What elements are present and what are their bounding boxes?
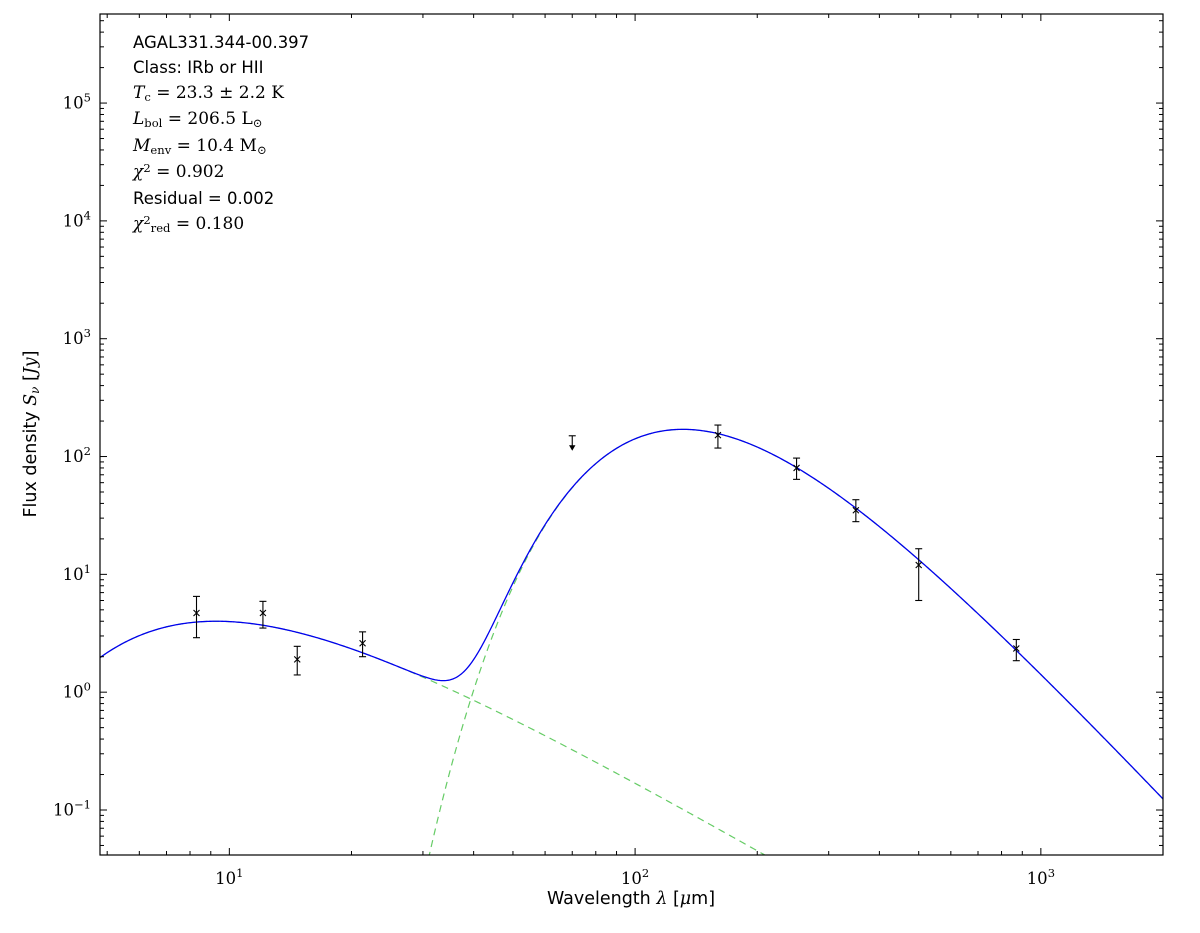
x-tick-label: 102	[621, 866, 649, 888]
marker-x	[359, 639, 366, 647]
axis-ticks	[100, 14, 1164, 855]
y-tick-label: 104	[63, 208, 91, 230]
y-tick-label: 10−1	[53, 797, 91, 819]
annotation-line: Class: IRb or HII	[133, 58, 264, 78]
marker-x	[915, 561, 923, 569]
y-tick-label: 101	[63, 562, 91, 584]
annotation-line: χ2red = 0.180	[133, 212, 245, 236]
plot-frame	[99, 13, 1164, 856]
annotation-line: Residual = 0.002	[133, 189, 275, 209]
y-tick-label: 105	[63, 91, 91, 113]
x-axis-label: Wavelength λ [μm]	[546, 889, 716, 909]
marker-x	[852, 506, 860, 514]
y-tick-label: 100	[63, 680, 91, 702]
total-model-curve	[100, 428, 1163, 800]
marker-x	[193, 609, 200, 617]
marker-x	[1012, 645, 1020, 652]
annotation-line: Tc = 23.3 ± 2.2 K	[133, 82, 284, 105]
marker-x	[259, 609, 267, 617]
tick-labels: 101 102 103 10−1 100 101 102 103 104 105	[53, 91, 1055, 888]
marker-x	[793, 464, 800, 472]
model-curves	[100, 428, 1163, 855]
marker-x	[714, 431, 722, 439]
annotation-line: Menv = 10.4 M⊙	[133, 135, 267, 157]
upper-limit-arrow-head	[569, 445, 576, 451]
data-points	[193, 424, 1020, 676]
y-axis-label: Flux density Sν [Jy]	[21, 350, 43, 518]
x-tick-label: 103	[1027, 866, 1055, 888]
annotation-line: Lbol = 206.5 L⊙	[133, 109, 263, 131]
x-tick-label: 101	[215, 866, 243, 888]
marker-x	[293, 655, 301, 663]
y-tick-label: 102	[63, 444, 91, 466]
annotation-line: AGAL331.344-00.397	[133, 33, 310, 52]
annotation-line: χ2 = 0.902	[133, 160, 225, 183]
y-tick-label: 103	[63, 326, 91, 348]
fit-parameters-annotation: AGAL331.344-00.397 Class: IRb or HII Tc = …	[133, 30, 309, 238]
